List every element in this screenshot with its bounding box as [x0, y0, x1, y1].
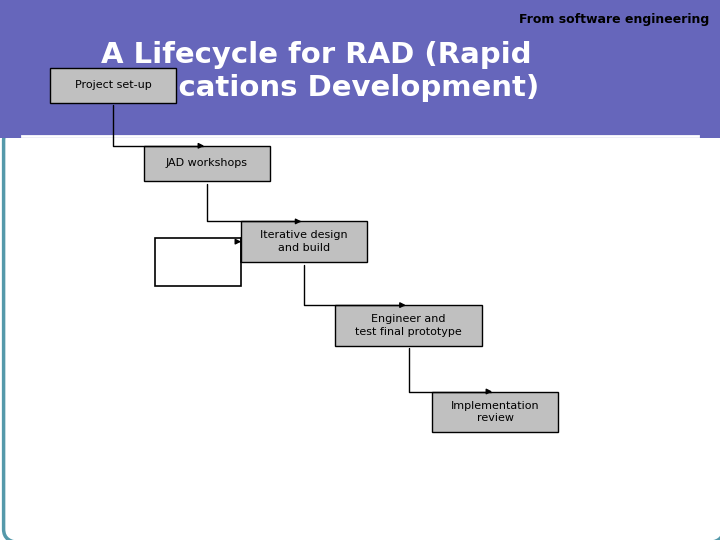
Bar: [155, 238, 241, 286]
Text: Iterative design
and build: Iterative design and build: [261, 231, 348, 253]
FancyBboxPatch shape: [4, 127, 720, 540]
Bar: [432, 392, 558, 432]
Bar: [335, 305, 482, 346]
Text: Engineer and
test final prototype: Engineer and test final prototype: [355, 314, 462, 336]
Text: A Lifecycle for RAD (Rapid
Applications Development): A Lifecycle for RAD (Rapid Applications …: [94, 40, 539, 102]
Bar: [50, 68, 176, 103]
Bar: [241, 221, 367, 262]
Bar: [144, 146, 270, 181]
Text: JAD workshops: JAD workshops: [166, 158, 248, 168]
Bar: [0, 0, 720, 138]
Text: Project set-up: Project set-up: [75, 80, 152, 90]
Text: From software engineering: From software engineering: [519, 14, 709, 26]
Text: Implementation
review: Implementation review: [451, 401, 539, 423]
